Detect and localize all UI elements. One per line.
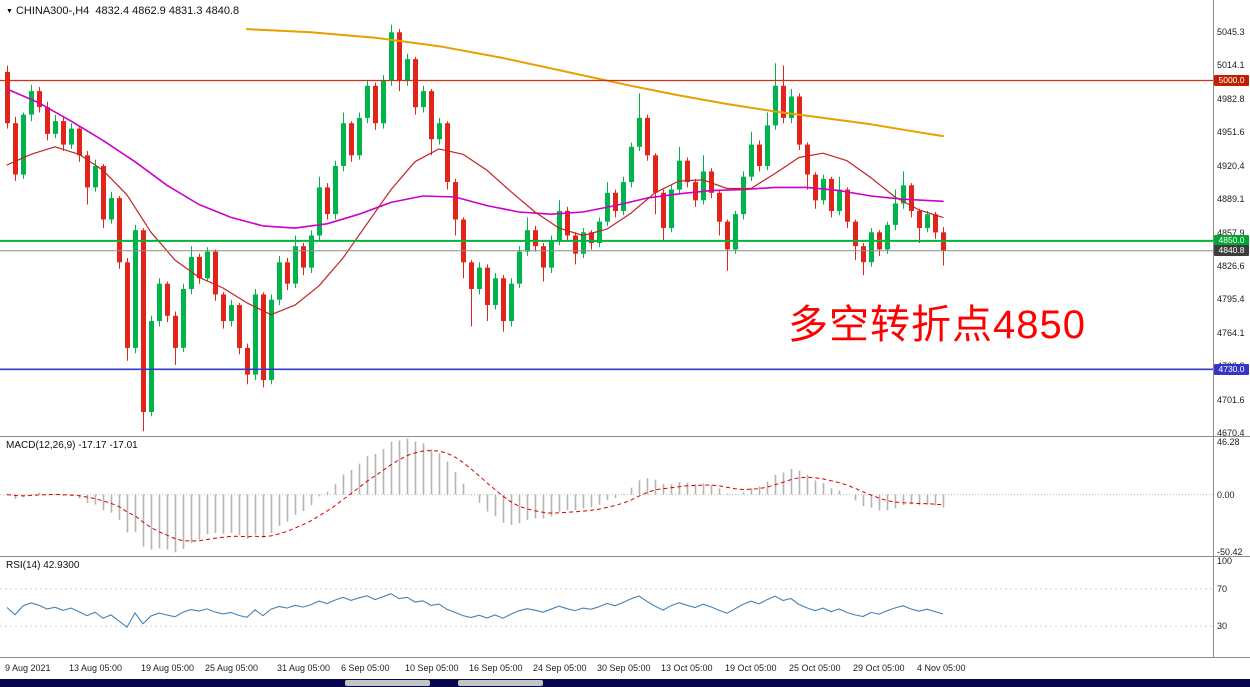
main-chart[interactable]: [0, 0, 1213, 437]
price-axis-label: 4857.9: [1217, 227, 1245, 238]
taskbar-tab-1[interactable]: [345, 680, 430, 686]
time-axis-label: 25 Aug 05:00: [205, 663, 259, 673]
time-axis-label: 16 Sep 05:00: [469, 663, 523, 673]
chart-title: ▼ CHINA300-,H4 4832.4 4862.9 4831.3 4840.…: [6, 5, 239, 17]
price-axis-label: 4701.6: [1217, 394, 1245, 405]
macd-indicator-label: MACD(12,26,9) -17.17 -17.01: [6, 440, 138, 451]
price-axis-label: 5014.1: [1217, 60, 1245, 71]
ma-fast-line: [6, 146, 944, 316]
price-axis-label: 5045.3: [1217, 27, 1245, 37]
time-axis-label: 6 Sep 05:00: [341, 663, 390, 673]
macd-panel[interactable]: [0, 437, 1213, 557]
price-axis-label: 4764.1: [1217, 327, 1245, 338]
time-axis-label: 19 Oct 05:00: [725, 663, 777, 673]
macd-axis-label: 0.00: [1217, 489, 1235, 500]
collapse-triangle-icon[interactable]: ▼: [6, 8, 13, 15]
price-axis-label: 4795.4: [1217, 294, 1245, 305]
time-axis-label: 10 Sep 05:00: [405, 663, 459, 673]
time-axis-label: 29 Oct 05:00: [853, 663, 905, 673]
time-axis-label: 30 Sep 05:00: [597, 663, 651, 673]
price-axis-label: 4889.1: [1217, 194, 1245, 205]
price-axis-label: 4670.4: [1217, 428, 1245, 438]
taskbar: [0, 679, 1250, 687]
price-axis-label: 4826.6: [1217, 260, 1245, 271]
rsi-line: [6, 593, 944, 629]
rsi-axis-label: 30: [1217, 621, 1228, 632]
price-axis-label: 4982.8: [1217, 93, 1245, 104]
price-tag-5000.0: 5000.0: [1214, 74, 1249, 86]
macd-histogram: [14, 438, 945, 553]
rsi-axis-label: 70: [1217, 583, 1228, 594]
axis-separator: [1213, 0, 1214, 658]
rsi-indicator-label: RSI(14) 42.9300: [6, 560, 80, 571]
panel-separator: [0, 657, 1250, 658]
chart-annotation-text[interactable]: 多空转折点4850: [788, 303, 1086, 347]
time-axis-label: 13 Aug 05:00: [69, 663, 123, 673]
price-axis-label: 4951.6: [1217, 127, 1245, 138]
rsi-panel[interactable]: [0, 557, 1213, 658]
macd-axis-label: 46.28: [1217, 437, 1240, 447]
time-axis-label: 31 Aug 05:00: [277, 663, 331, 673]
time-axis-label: 19 Aug 05:00: [141, 663, 195, 673]
ma-slow-line: [246, 28, 944, 138]
price-tag-4840.8: 4840.8: [1214, 245, 1249, 257]
time-axis-label: 24 Sep 05:00: [533, 663, 587, 673]
time-axis-label: 25 Oct 05:00: [789, 663, 841, 673]
time-axis-label: 4 Nov 05:00: [917, 663, 966, 673]
price-tag-4850.0: 4850.0: [1214, 235, 1249, 247]
ohlc-readout: 4832.4 4862.9 4831.3 4840.8: [95, 5, 240, 17]
rsi-axis-label: 100: [1217, 556, 1233, 566]
ma-mid-line: [6, 88, 944, 229]
symbol-timeframe: CHINA300-,H4: [15, 5, 90, 17]
macd-signal-line: [6, 450, 944, 542]
time-axis-label: 9 Aug 2021: [5, 663, 51, 673]
time-axis-label: 13 Oct 05:00: [661, 663, 713, 673]
candles-group: [5, 24, 946, 432]
panel-separator[interactable]: [0, 436, 1250, 437]
price-tag-4730.0: 4730.0: [1214, 363, 1249, 375]
panel-separator[interactable]: [0, 556, 1250, 557]
macd-axis-label: -50.42: [1217, 547, 1243, 557]
taskbar-tab-2[interactable]: [458, 680, 543, 686]
price-axis-label: 4920.4: [1217, 160, 1245, 171]
